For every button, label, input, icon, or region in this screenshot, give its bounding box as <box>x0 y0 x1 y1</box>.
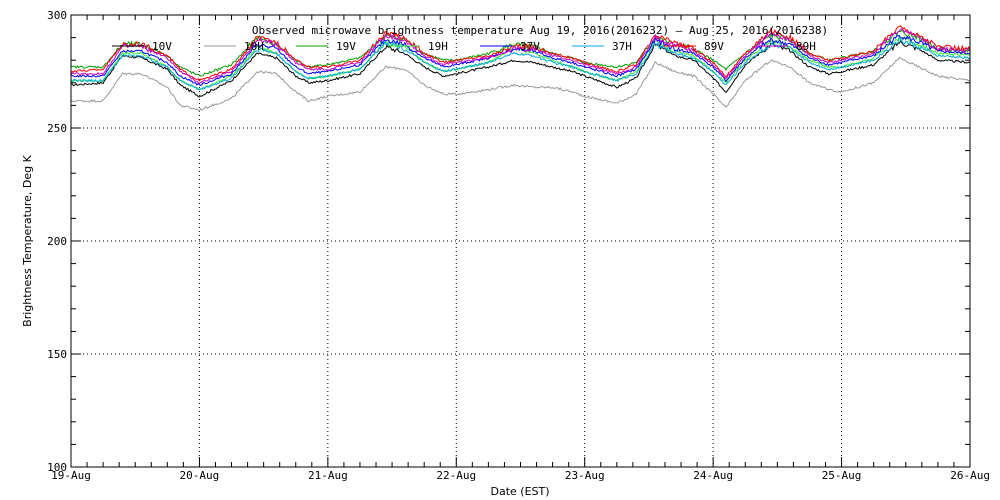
legend-label-19h: 19H <box>428 40 448 53</box>
x-axis-label: Date (EST) <box>490 485 549 498</box>
grid-lines <box>71 15 970 467</box>
series-line-37h <box>70 36 971 91</box>
legend: 10V 10H 19V 19H 37V 37H 89V 89H <box>112 40 816 53</box>
series-line-89h <box>70 28 971 85</box>
series-line-89v <box>70 25 971 82</box>
x-tick-label: 26-Aug <box>950 469 990 482</box>
y-tick-label: 250 <box>47 122 67 135</box>
x-tick-label: 23-Aug <box>565 469 605 482</box>
legend-label-37v: 37V <box>520 40 540 53</box>
x-tick-label: 19-Aug <box>51 469 91 482</box>
axis-ticks: 100 150 200 250 300 19-Aug 20-Aug 21-Aug 22-Aug 2… <box>47 9 990 482</box>
y-tick-label: 150 <box>47 348 67 361</box>
legend-label-10v: 10V <box>152 40 172 53</box>
x-tick-label: 21-Aug <box>308 469 348 482</box>
legend-label-37h: 37H <box>612 40 632 53</box>
y-tick-label: 100 <box>47 461 67 474</box>
y-tick-label: 300 <box>47 9 67 22</box>
legend-label-10h: 10H <box>244 40 264 53</box>
series-line-10v <box>70 40 971 98</box>
y-axis-label: Brightness Temperature, Deg K <box>21 154 34 326</box>
series-lines <box>70 25 971 112</box>
chart-title: Observed microwave brightness temperatur… <box>252 24 828 37</box>
legend-label-19v: 19V <box>336 40 356 53</box>
x-tick-label: 24-Aug <box>693 469 733 482</box>
x-tick-label: 22-Aug <box>436 469 476 482</box>
x-tick-label: 25-Aug <box>822 469 862 482</box>
legend-label-89v: 89V <box>704 40 724 53</box>
y-tick-label: 200 <box>47 235 67 248</box>
x-tick-label: 20-Aug <box>180 469 220 482</box>
legend-label-89h: 89H <box>796 40 816 53</box>
series-line-10h <box>70 56 971 112</box>
